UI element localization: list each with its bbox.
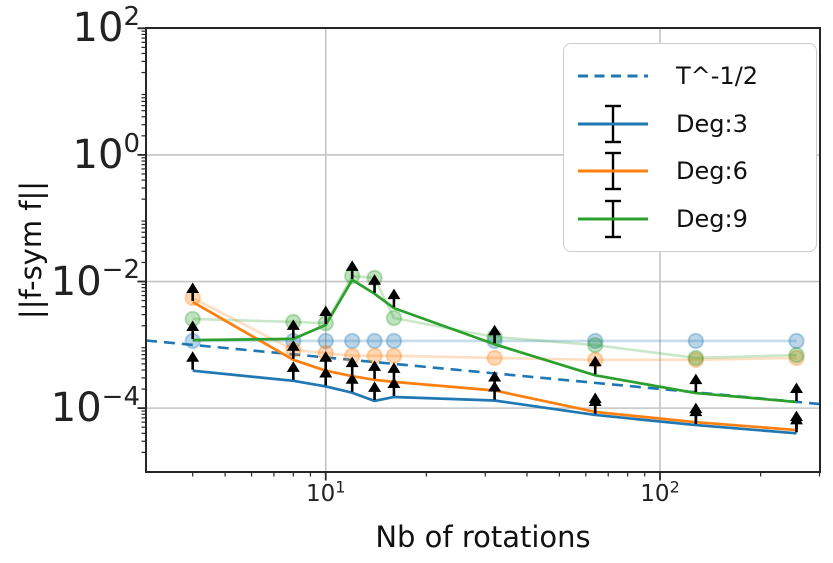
y-tick-label: 100 — [72, 128, 140, 178]
faded-marker — [385, 347, 403, 365]
x-tick-label: 102 — [640, 477, 680, 507]
faded-marker — [587, 332, 604, 350]
lolim-up-arrow-icon — [588, 392, 602, 411]
faded-marker — [788, 346, 805, 364]
errorbar-line-icon — [578, 150, 648, 192]
lolim-up-arrow-icon — [286, 361, 300, 380]
legend-label: Deg:6 — [676, 157, 748, 186]
y-tick-label: 10−4 — [50, 381, 140, 432]
lolim-up-arrow-icon — [387, 377, 401, 396]
lolim-up-arrow-icon — [345, 356, 359, 376]
lolim-up-arrow-icon — [789, 382, 803, 401]
faded-marker — [317, 332, 334, 350]
faded-marker — [385, 309, 403, 327]
lolim-up-arrow-icon — [689, 373, 703, 393]
lolim-up-arrow-icon — [186, 282, 200, 301]
faded-marker — [587, 336, 604, 354]
lolim-up-arrow-icon — [488, 370, 502, 390]
lolim-up-arrow-icon — [319, 305, 333, 324]
y-tick-label: 102 — [72, 1, 140, 52]
lolim-up-arrow-icon — [387, 362, 401, 381]
legend-label: Deg:3 — [676, 109, 748, 138]
lolim-up-arrow-icon — [368, 381, 382, 400]
faded-marker — [788, 349, 805, 367]
faded-marker — [687, 351, 705, 369]
dashed-line-icon — [578, 55, 648, 97]
faded-marker — [343, 332, 361, 350]
lolim-up-arrow-icon — [286, 340, 300, 359]
lolim-up-arrow-icon — [368, 360, 382, 379]
legend-entry-deg6: Deg:6 — [578, 150, 816, 192]
faded-marker — [788, 332, 805, 350]
lolim-up-arrow-icon — [286, 319, 300, 338]
faded-marker — [687, 349, 705, 367]
faded-marker — [687, 332, 705, 350]
series-deg6-faded-line — [192, 296, 797, 362]
faded-marker — [366, 332, 383, 350]
lolim-up-arrow-icon — [186, 351, 200, 370]
faded-marker — [486, 349, 503, 367]
lolim-up-arrow-icon — [588, 355, 602, 375]
series-deg6-line — [192, 300, 797, 432]
lolim-up-arrow-icon — [368, 274, 382, 293]
lolim-up-arrow-icon — [345, 373, 359, 392]
lolim-up-arrow-icon — [789, 410, 803, 430]
lolim-up-arrow-icon — [319, 366, 333, 386]
y-tick-label: 10−2 — [50, 255, 140, 305]
legend-label: Deg:9 — [676, 205, 748, 234]
errorbar-line-icon — [578, 103, 648, 145]
x-tick-label: 101 — [305, 477, 346, 507]
x-axis-label: Nb of rotations — [375, 520, 591, 554]
lolim-up-arrow-icon — [387, 288, 401, 308]
series-deg9-line — [192, 278, 797, 404]
lolim-up-arrow-icon — [345, 260, 359, 279]
legend-entry-deg3: Deg:3 — [578, 103, 816, 145]
lolim-up-arrow-icon — [689, 402, 703, 422]
legend-label: T^-1/2 — [676, 61, 759, 90]
series-deg3-line — [192, 369, 797, 435]
series-deg9-faded-line — [192, 274, 797, 360]
lolim-up-arrow-icon — [488, 324, 502, 344]
plot-spines — [145, 27, 821, 473]
legend-box: T^-1/2 Deg:3 Deg:6 Deg:9 — [563, 43, 817, 252]
y-axis-label: ||f-sym f|| — [14, 180, 48, 320]
legend-entry-deg9: Deg:9 — [578, 198, 816, 240]
legend-entry-tref: T^-1/2 — [578, 55, 816, 97]
faded-marker — [385, 332, 403, 350]
errorbar-line-icon — [578, 198, 648, 240]
lolim-up-arrow-icon — [186, 320, 200, 340]
lolim-up-arrow-icon — [319, 351, 333, 370]
